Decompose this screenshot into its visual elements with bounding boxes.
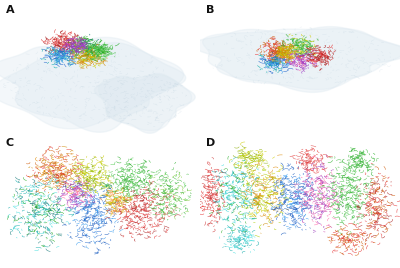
Polygon shape: [0, 37, 184, 129]
Text: A: A: [6, 5, 15, 15]
Polygon shape: [202, 29, 400, 90]
Text: C: C: [6, 138, 14, 148]
Polygon shape: [94, 73, 195, 133]
Polygon shape: [192, 27, 400, 92]
Text: B: B: [206, 5, 214, 15]
Polygon shape: [98, 75, 192, 131]
Polygon shape: [0, 43, 186, 132]
Text: D: D: [206, 138, 215, 148]
